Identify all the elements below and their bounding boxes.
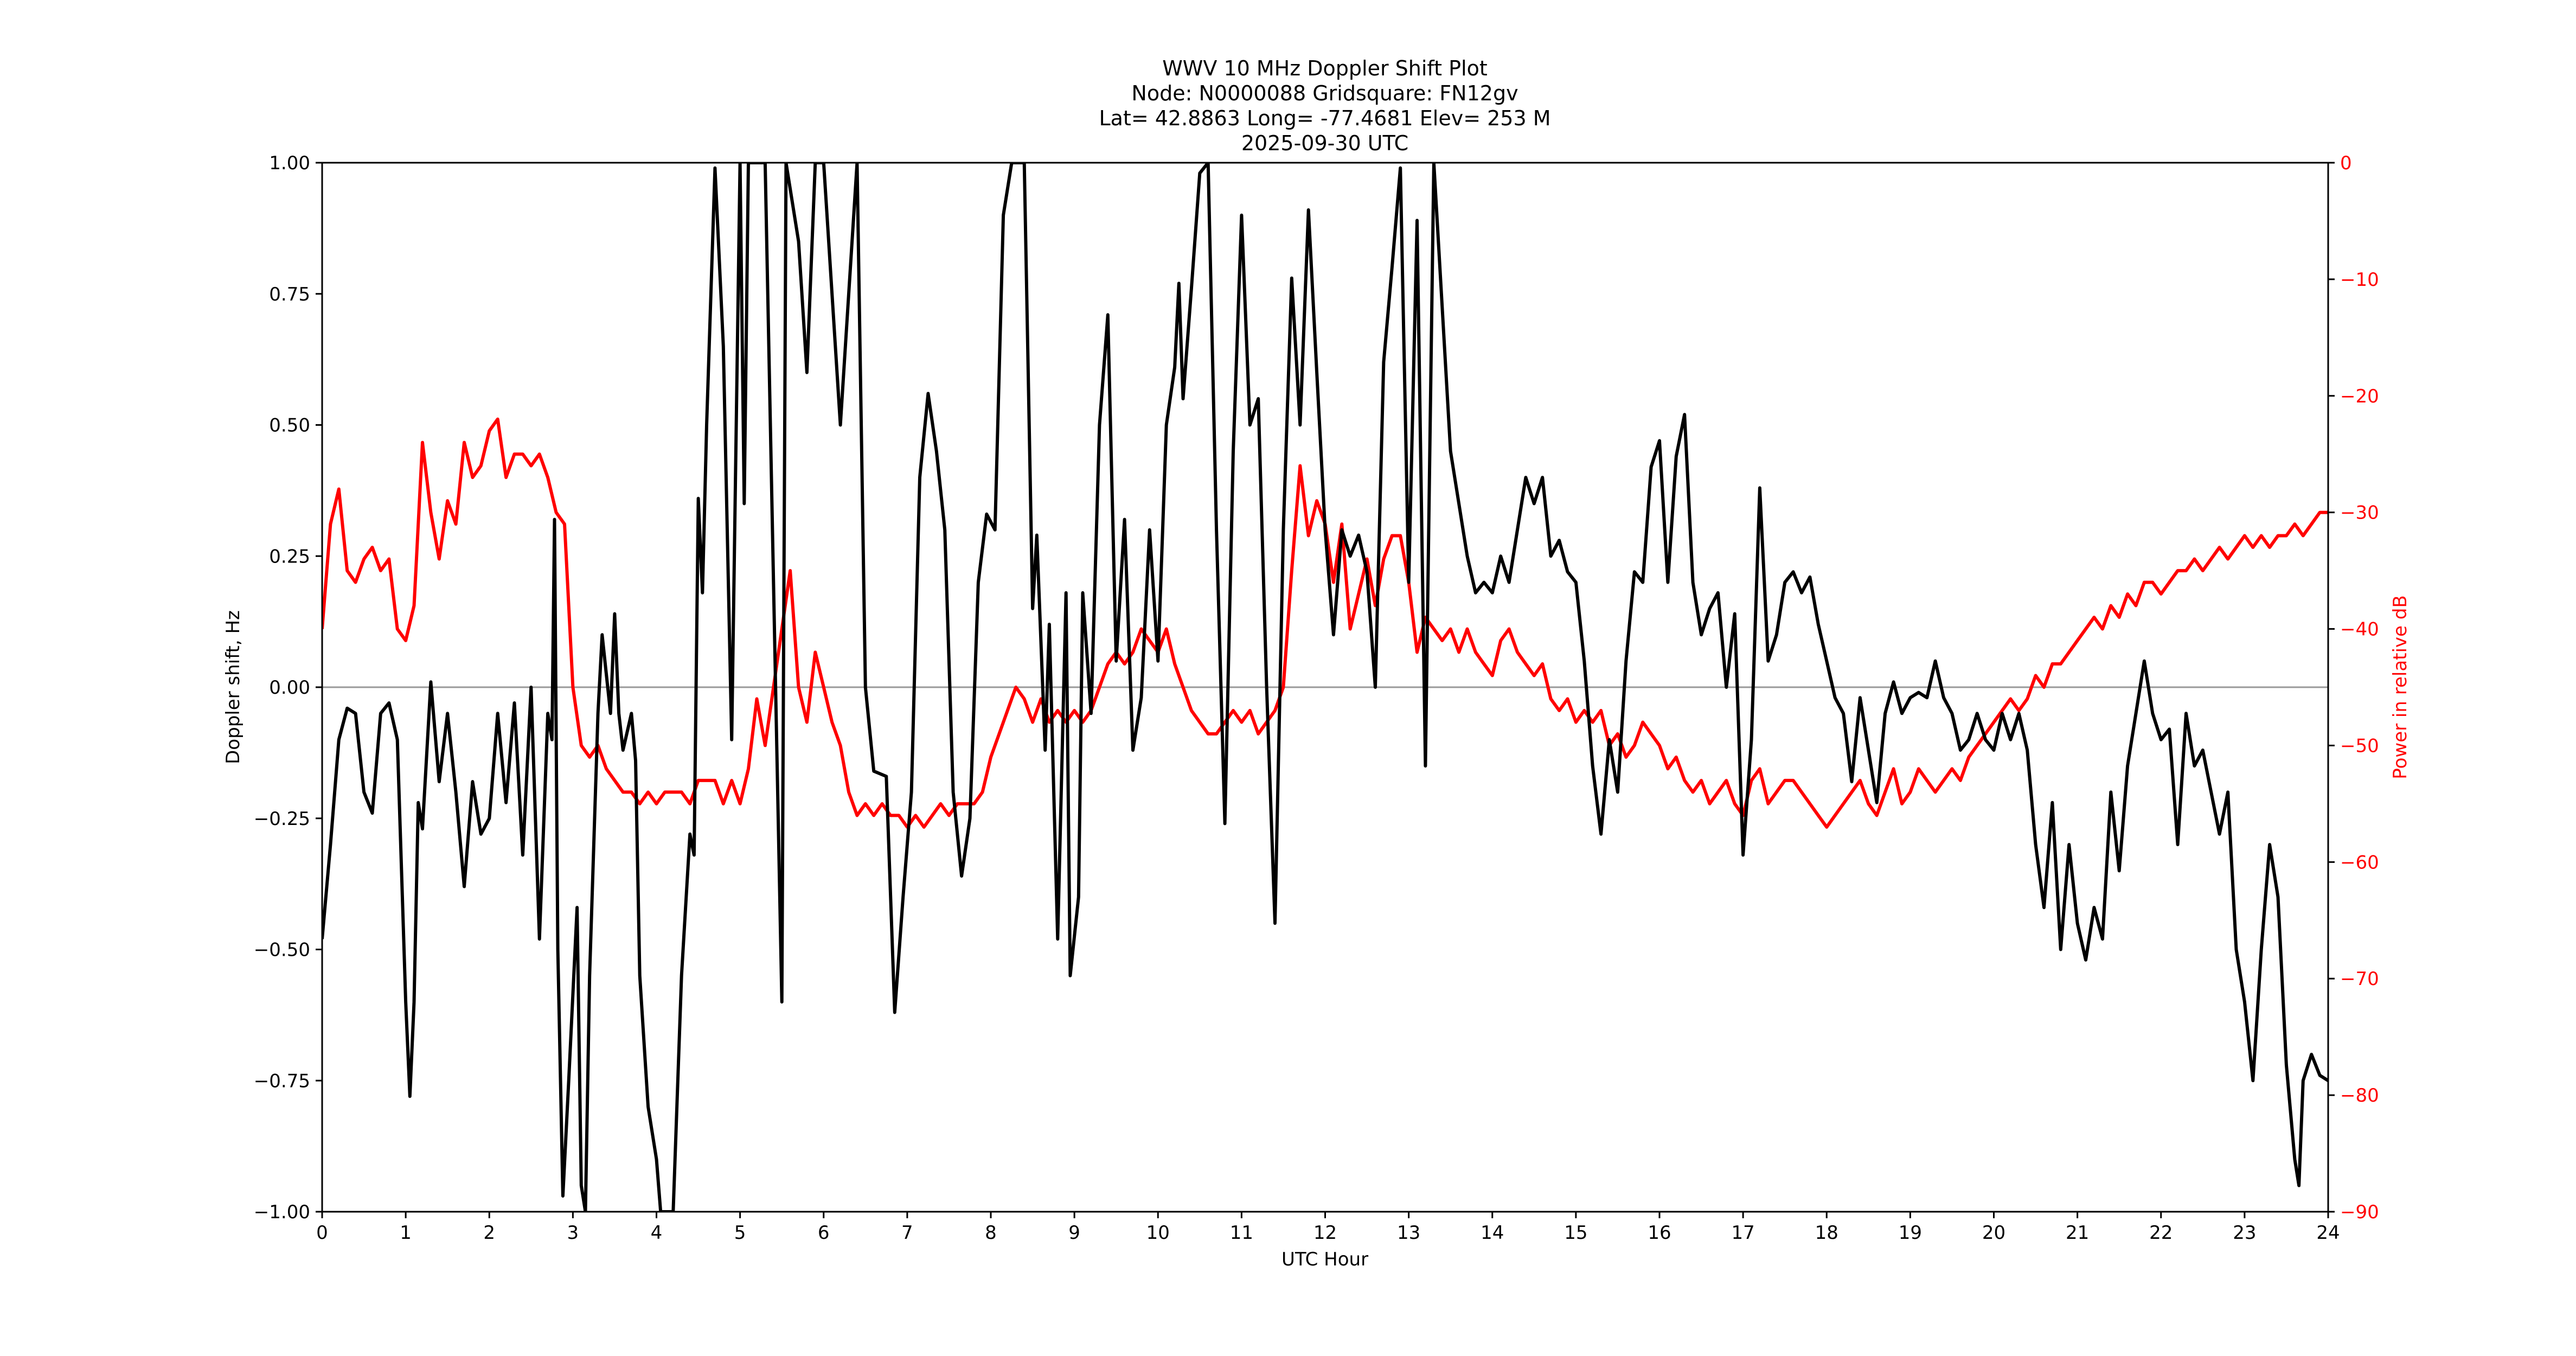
x-tick-label: 8	[985, 1222, 997, 1244]
x-tick-label: 5	[734, 1222, 746, 1244]
x-tick-label: 12	[1313, 1222, 1337, 1244]
y-axis-label: Doppler shift, Hz	[222, 610, 244, 764]
x-tick-label: 24	[2316, 1222, 2340, 1244]
title-line-3: Lat= 42.8863 Long= -77.4681 Elev= 253 M	[1099, 106, 1550, 130]
x-tick-label: 22	[2149, 1222, 2173, 1244]
chart-title: WWV 10 MHz Doppler Shift Plot Node: N000…	[1099, 56, 1550, 155]
x-tick-label: 4	[651, 1222, 663, 1244]
x-tick-label: 21	[2066, 1222, 2089, 1244]
y-tick-label: −0.25	[254, 808, 310, 830]
y-tick-label: 0.50	[269, 415, 310, 437]
x-tick-label: 0	[316, 1222, 328, 1244]
x-tick-label: 2	[483, 1222, 495, 1244]
y-tick-label: 0.25	[269, 546, 310, 567]
x-tick-label: 3	[567, 1222, 579, 1244]
y-tick-label: −0.50	[254, 939, 310, 961]
y2-tick-label: −90	[2340, 1201, 2379, 1223]
y2-tick-label: −70	[2340, 968, 2379, 990]
y-tick-label: 1.00	[269, 152, 310, 174]
y-tick-label: 0.75	[269, 284, 310, 305]
x-tick-label: 11	[1230, 1222, 1253, 1244]
doppler-series	[322, 163, 2328, 1212]
x-tick-label: 9	[1068, 1222, 1080, 1244]
x-tick-label: 13	[1397, 1222, 1420, 1244]
y-axis-right: 0 −10 −20 −30 −40 −50 −60 −70 −80 −90	[2328, 152, 2379, 1223]
x-tick-label: 14	[1481, 1222, 1504, 1244]
y2-tick-label: −10	[2340, 269, 2379, 291]
y2-tick-label: −20	[2340, 386, 2379, 407]
title-line-1: WWV 10 MHz Doppler Shift Plot	[1162, 56, 1488, 80]
x-tick-label: 7	[901, 1222, 913, 1244]
x-tick-label: 15	[1564, 1222, 1587, 1244]
y2-tick-label: 0	[2340, 152, 2352, 174]
y2-tick-label: −50	[2340, 735, 2379, 757]
x-axis-label: UTC Hour	[1281, 1249, 1368, 1270]
x-tick-label: 20	[1982, 1222, 2005, 1244]
y2-tick-label: −60	[2340, 852, 2379, 873]
x-tick-label: 1	[400, 1222, 412, 1244]
x-tick-label: 19	[1899, 1222, 1922, 1244]
y2-tick-label: −80	[2340, 1085, 2379, 1106]
x-tick-label: 18	[1815, 1222, 1838, 1244]
x-tick-label: 17	[1731, 1222, 1754, 1244]
title-line-4: 2025-09-30 UTC	[1241, 131, 1408, 155]
x-tick-label: 10	[1146, 1222, 1170, 1244]
y-tick-label: −1.00	[254, 1201, 310, 1223]
x-axis: 0 1 2 3 4 5 6 7 8 9 10 11 12 13 14 15 16 17 18 19 20 21 22 23 24	[316, 1212, 2340, 1244]
y-axis-left: −1.00 −0.75 −0.50 −0.25 0.00 0.25 0.50 0.75 1.00	[254, 152, 322, 1223]
x-tick-label: 16	[1648, 1222, 1671, 1244]
x-tick-label: 23	[2233, 1222, 2256, 1244]
y-tick-label: 0.00	[269, 677, 310, 699]
x-tick-label: 6	[818, 1222, 830, 1244]
y2-tick-label: −40	[2340, 619, 2379, 641]
doppler-line	[322, 163, 2328, 1212]
y-tick-label: −0.75	[254, 1070, 310, 1092]
title-line-2: Node: N0000088 Gridsquare: FN12gv	[1131, 81, 1518, 105]
y2-tick-label: −30	[2340, 502, 2379, 524]
y2-axis-label: Power in relative dB	[2389, 595, 2411, 779]
